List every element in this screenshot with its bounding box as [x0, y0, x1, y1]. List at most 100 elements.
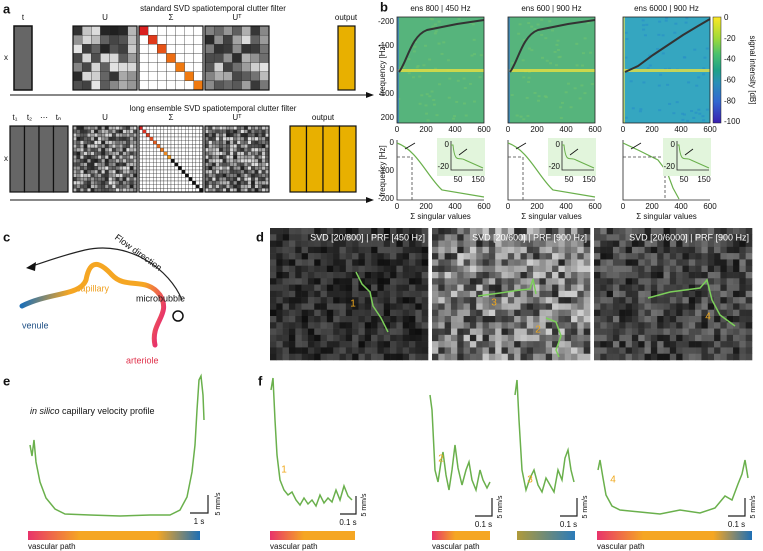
matrix-cell	[119, 44, 128, 53]
pixel	[539, 285, 546, 292]
pixel	[670, 278, 677, 285]
matrix-cell	[112, 148, 116, 152]
pixel	[676, 278, 683, 285]
matrix-cell	[116, 141, 120, 145]
pixel	[619, 253, 626, 260]
speckle	[530, 26, 533, 28]
matrix-cell	[248, 133, 252, 137]
pixel	[733, 341, 740, 348]
pixel	[295, 266, 302, 273]
pixel	[676, 253, 683, 260]
pixel	[520, 347, 527, 354]
pixel	[508, 347, 515, 354]
pixel	[632, 285, 639, 292]
panel-title: in silico capillary velocity profile	[30, 406, 155, 416]
pixel	[422, 253, 429, 260]
pixel	[682, 354, 689, 361]
output-column	[340, 126, 357, 192]
matrix-cell	[262, 163, 266, 167]
matrix-cell	[251, 170, 255, 174]
pixel	[415, 303, 422, 310]
pixel	[283, 310, 290, 317]
matrix-cell	[109, 174, 113, 178]
pixel	[539, 247, 546, 254]
matrix-cell	[233, 177, 237, 181]
pixel	[739, 247, 746, 254]
speckle	[426, 93, 429, 95]
pixel	[514, 297, 521, 304]
pixel	[571, 272, 578, 279]
matrix-cell	[128, 26, 137, 35]
matrix-cell	[116, 181, 120, 185]
speckle	[528, 77, 531, 79]
matrix-cell	[219, 137, 223, 141]
matrix-cell	[77, 166, 81, 170]
pixel	[377, 347, 384, 354]
pixel	[415, 316, 422, 323]
pixel	[438, 354, 445, 361]
pixel	[739, 297, 746, 304]
pixel	[514, 316, 521, 323]
velocity-scale: 5 mm/s	[215, 492, 222, 515]
pixel	[533, 291, 540, 298]
pixel	[384, 285, 391, 292]
matrix-cell	[230, 130, 234, 134]
pixel	[746, 253, 753, 260]
pixel	[445, 228, 452, 235]
pixel	[739, 272, 746, 279]
pixel	[508, 297, 515, 304]
matrix-cell	[157, 44, 166, 53]
pixel	[619, 303, 626, 310]
pixel	[283, 291, 290, 298]
matrix-cell	[167, 170, 171, 174]
pixel	[626, 272, 633, 279]
pixel	[476, 310, 483, 317]
pixel	[333, 278, 340, 285]
matrix-cell	[126, 185, 130, 189]
matrix-cell	[194, 63, 203, 72]
row-title: long ensemble SVD spatiotemporal clutter…	[130, 104, 297, 113]
x-tick-label: 400	[674, 125, 688, 134]
matrix-cell	[84, 177, 88, 181]
x-axis-label: Σ singular values	[410, 212, 471, 221]
pixel	[495, 285, 502, 292]
panel-label: b	[380, 0, 388, 14]
matrix-cell	[87, 144, 91, 148]
pixel	[276, 347, 283, 354]
pixel	[552, 285, 559, 292]
pixel	[358, 335, 365, 342]
pixel	[619, 322, 626, 329]
matrix-cell	[146, 177, 150, 181]
matrix-cell	[182, 155, 186, 159]
matrix-cell	[105, 185, 109, 189]
matrix-cell	[255, 133, 259, 137]
pixel	[733, 247, 740, 254]
matrix-cell	[175, 137, 179, 141]
speckle	[574, 87, 577, 89]
matrix-cell	[80, 166, 84, 170]
pixel	[457, 266, 464, 273]
path-label: vascular path	[432, 542, 480, 551]
pixel	[432, 259, 439, 266]
matrix-cell	[94, 174, 98, 178]
pixel	[626, 285, 633, 292]
matrix-cell	[251, 144, 255, 148]
pixel	[470, 291, 477, 298]
pixel	[558, 291, 565, 298]
path-colorbar	[517, 531, 575, 540]
pixel	[584, 247, 591, 254]
speckle	[560, 117, 563, 119]
matrix-cell	[150, 141, 154, 145]
pixel	[346, 266, 353, 273]
pixel	[438, 228, 445, 235]
pixel	[508, 253, 515, 260]
matrix-cell	[84, 163, 88, 167]
matrix-cell	[157, 63, 166, 72]
pixel	[308, 272, 315, 279]
matrix-cell	[167, 137, 171, 141]
pixel	[632, 247, 639, 254]
pixel	[464, 335, 471, 342]
pixel	[464, 259, 471, 266]
panel-label: d	[256, 229, 264, 244]
speckle	[442, 41, 445, 43]
